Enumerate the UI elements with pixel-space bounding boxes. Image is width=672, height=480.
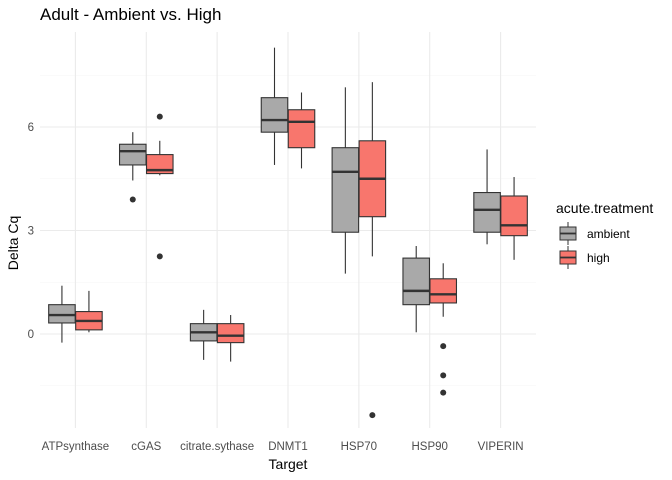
box-high-ATPsynthase: [75, 290, 103, 333]
x-tick-label: HSP70: [341, 441, 377, 453]
x-axis-title: Target: [269, 456, 308, 472]
box-iqr: [118, 143, 147, 166]
outlier-point: [440, 343, 447, 350]
box-iqr: [287, 109, 316, 149]
x-tick-label: ATPsynthase: [42, 441, 110, 453]
x-tick-label: VIPERIN: [478, 441, 524, 453]
x-tick-label: HSP90: [411, 441, 447, 453]
box-high-HSP90: [429, 263, 458, 396]
box-iqr: [331, 147, 360, 233]
box-high-cGAS: [145, 113, 174, 260]
outlier-point: [440, 372, 447, 379]
outlier-point: [156, 253, 163, 260]
x-axis-ticks: ATPsynthase cGAS citrate.sythase DNMT1 HSP70…: [42, 441, 524, 453]
chart-title: Adult - Ambient vs. High: [40, 5, 221, 24]
y-tick-label: 3: [28, 226, 34, 238]
box-high-citrate.sythase: [216, 315, 245, 362]
grid: [40, 32, 536, 428]
x-tick-label: cGAS: [131, 441, 161, 453]
box-high-DNMT1: [287, 92, 316, 169]
box-iqr: [500, 195, 528, 237]
legend-key-high: [559, 246, 577, 269]
outlier-point: [440, 389, 447, 396]
box-iqr: [260, 97, 289, 133]
y-axis-title: Delta Cq: [5, 216, 21, 270]
legend-title: acute.treatment: [556, 200, 653, 216]
box-iqr: [216, 323, 245, 344]
outlier-point: [156, 113, 163, 120]
legend-label-high: high: [587, 251, 610, 265]
box-iqr: [429, 278, 458, 304]
y-tick-label: 0: [28, 329, 34, 341]
outlier-point: [129, 196, 136, 203]
box-ambient-HSP90: [402, 246, 431, 333]
box-iqr: [145, 154, 174, 175]
outlier-point: [369, 412, 376, 419]
boxes: [48, 47, 528, 419]
box-ambient-HSP70: [331, 87, 360, 274]
legend-label-ambient: ambient: [587, 227, 630, 241]
box-high-VIPERIN: [500, 177, 528, 260]
box-ambient-cGAS: [118, 132, 147, 203]
box-iqr: [48, 304, 76, 324]
legend-key-ambient: [559, 222, 577, 245]
box-iqr: [402, 257, 431, 306]
box-high-HSP70: [358, 82, 387, 419]
legend: acute.treatment ambient high: [556, 200, 653, 269]
y-tick-label: 6: [28, 122, 34, 134]
x-tick-label: citrate.sythase: [180, 441, 254, 453]
box-ambient-VIPERIN: [473, 149, 501, 245]
x-tick-label: DNMT1: [268, 441, 308, 453]
box-iqr: [473, 192, 501, 233]
box-ambient-citrate.sythase: [189, 309, 218, 360]
box-ambient-DNMT1: [260, 47, 289, 165]
y-axis-ticks: 0 3 6: [28, 122, 34, 341]
